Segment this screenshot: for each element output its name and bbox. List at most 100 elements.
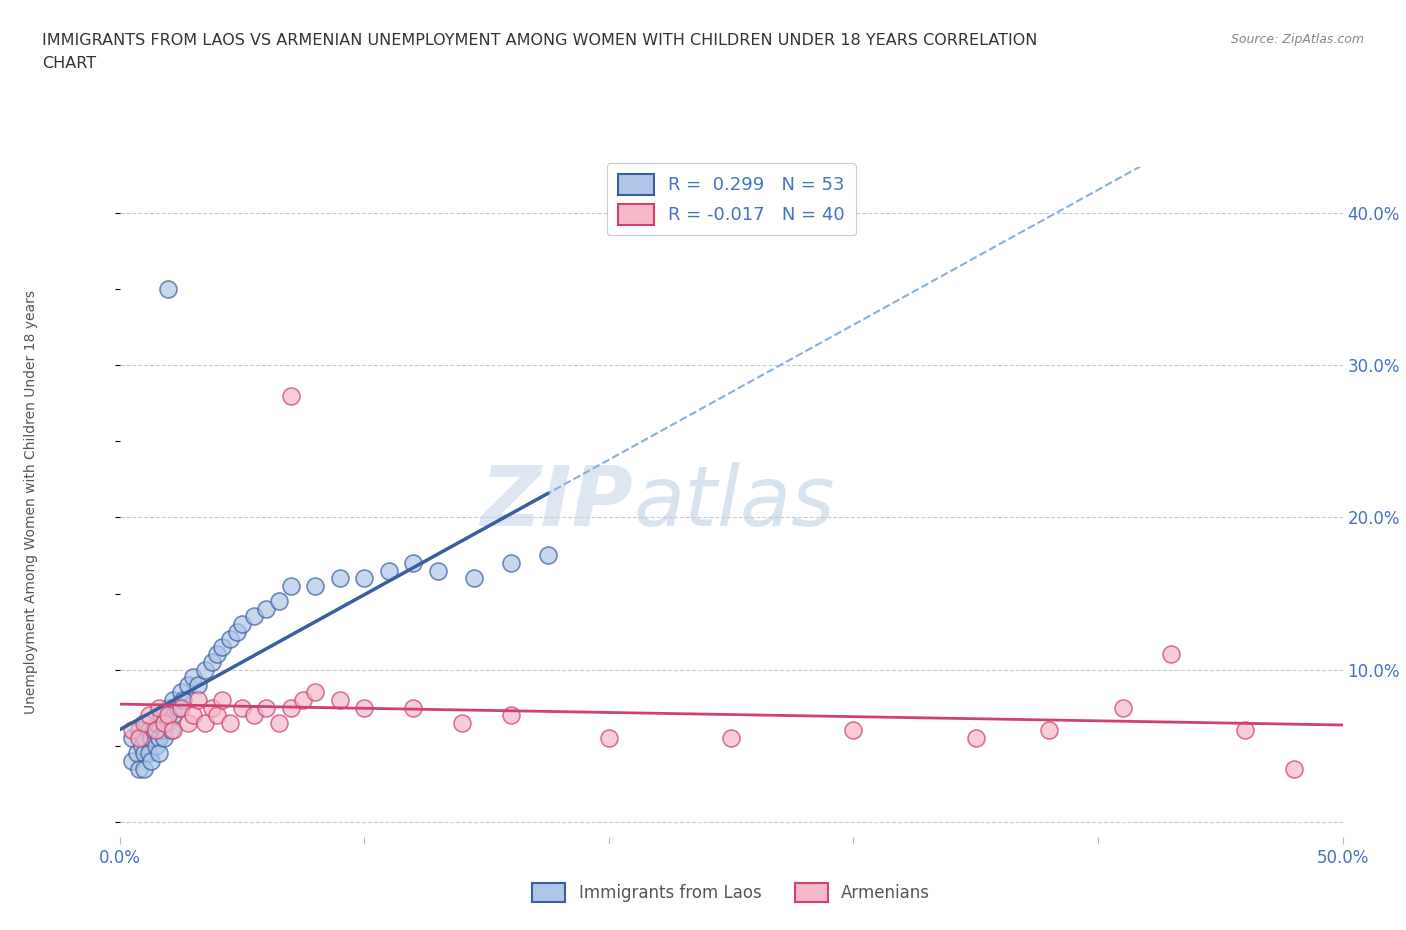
Text: Unemployment Among Women with Children Under 18 years: Unemployment Among Women with Children U… — [24, 290, 38, 714]
Point — [231, 617, 253, 631]
Point — [157, 282, 180, 297]
Point — [267, 715, 290, 730]
Point — [243, 609, 266, 624]
Text: ZIP: ZIP — [481, 461, 633, 543]
Point — [145, 715, 167, 730]
Point — [125, 746, 148, 761]
Point — [537, 548, 560, 563]
Point — [304, 578, 326, 593]
Text: Source: ZipAtlas.com: Source: ZipAtlas.com — [1230, 33, 1364, 46]
Point — [152, 723, 174, 737]
Point — [353, 571, 375, 586]
Point — [965, 731, 987, 746]
Point — [1233, 723, 1256, 737]
Point — [138, 746, 160, 761]
Point — [329, 693, 352, 708]
Point — [131, 738, 153, 753]
Point — [121, 753, 143, 768]
Point — [162, 708, 184, 723]
Point — [1160, 647, 1182, 662]
Point — [194, 715, 217, 730]
Point — [218, 715, 240, 730]
Point — [148, 700, 170, 715]
Point — [254, 700, 277, 715]
Point — [267, 593, 290, 608]
Point — [304, 685, 326, 700]
Point — [148, 731, 170, 746]
Point — [463, 571, 485, 586]
Point — [138, 708, 160, 723]
Point — [254, 602, 277, 617]
Point — [169, 700, 191, 715]
Point — [499, 555, 522, 570]
Point — [142, 723, 165, 737]
Point — [201, 700, 224, 715]
Point — [377, 564, 399, 578]
Legend: Immigrants from Laos, Armenians: Immigrants from Laos, Armenians — [526, 876, 936, 909]
Point — [243, 708, 266, 723]
Point — [280, 578, 302, 593]
Point — [172, 693, 194, 708]
Point — [128, 761, 150, 776]
Point — [121, 731, 143, 746]
Point — [1038, 723, 1060, 737]
Point — [181, 708, 204, 723]
Point — [207, 708, 229, 723]
Point — [187, 677, 209, 692]
Point — [148, 746, 170, 761]
Point — [157, 715, 180, 730]
Point — [187, 693, 209, 708]
Point — [157, 708, 180, 723]
Point — [842, 723, 865, 737]
Point — [218, 631, 240, 646]
Point — [499, 708, 522, 723]
Point — [231, 700, 253, 715]
Point — [207, 647, 229, 662]
Point — [128, 723, 150, 737]
Point — [150, 708, 173, 723]
Point — [141, 731, 163, 746]
Point — [353, 700, 375, 715]
Point — [426, 564, 449, 578]
Point — [194, 662, 217, 677]
Point — [292, 693, 315, 708]
Point — [1111, 700, 1133, 715]
Point — [226, 624, 249, 639]
Text: atlas: atlas — [633, 461, 835, 543]
Point — [160, 723, 183, 737]
Point — [167, 700, 190, 715]
Point — [1282, 761, 1305, 776]
Point — [162, 693, 184, 708]
Point — [598, 731, 620, 746]
Point — [132, 731, 155, 746]
Point — [280, 700, 302, 715]
Point — [141, 753, 163, 768]
Point — [121, 723, 143, 737]
Point — [720, 731, 742, 746]
Point — [145, 738, 167, 753]
Point — [138, 723, 160, 737]
Point — [162, 723, 184, 737]
Point — [157, 700, 180, 715]
Point — [152, 731, 174, 746]
Point — [402, 700, 425, 715]
Point — [132, 746, 155, 761]
Point — [402, 555, 425, 570]
Point — [169, 685, 191, 700]
Point — [177, 677, 200, 692]
Point — [201, 655, 224, 670]
Text: IMMIGRANTS FROM LAOS VS ARMENIAN UNEMPLOYMENT AMONG WOMEN WITH CHILDREN UNDER 18: IMMIGRANTS FROM LAOS VS ARMENIAN UNEMPLO… — [42, 33, 1038, 47]
Point — [177, 715, 200, 730]
Point — [211, 639, 233, 654]
Point — [211, 693, 233, 708]
Point — [451, 715, 474, 730]
Text: CHART: CHART — [42, 56, 96, 71]
Point — [132, 715, 155, 730]
Point — [329, 571, 352, 586]
Point — [128, 731, 150, 746]
Point — [145, 723, 167, 737]
Point — [152, 715, 174, 730]
Point — [181, 670, 204, 684]
Point — [132, 761, 155, 776]
Point — [280, 388, 302, 403]
